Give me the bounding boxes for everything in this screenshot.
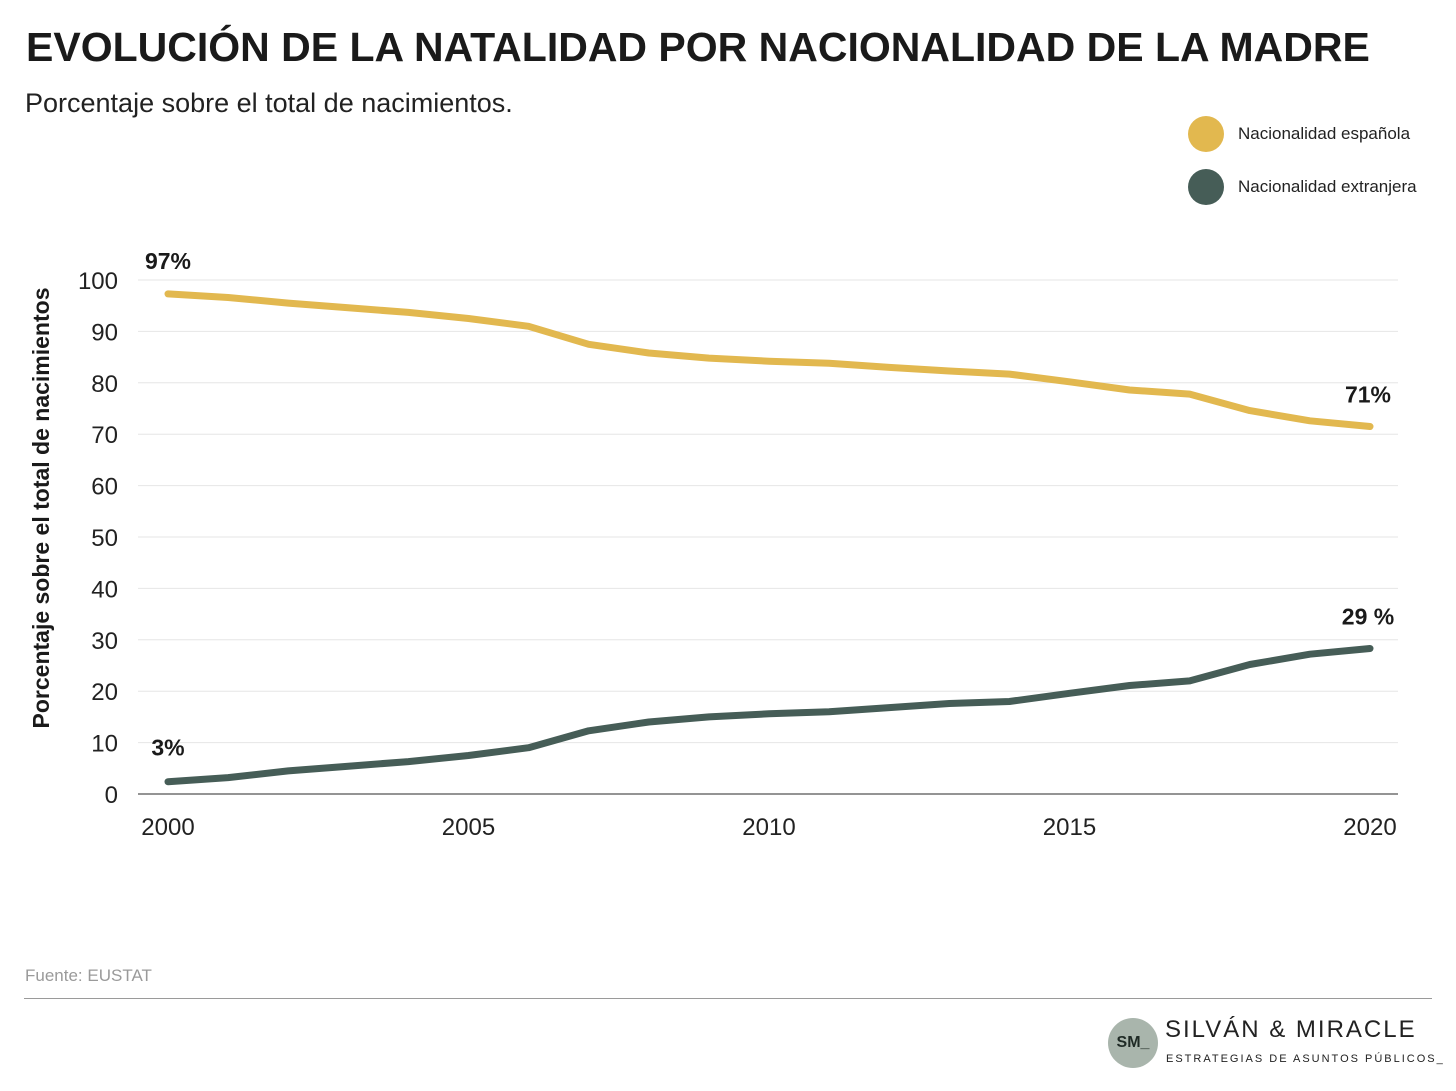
data-label-end-extranjera: 29 % [1342, 604, 1394, 630]
y-tick-label-90: 90 [91, 319, 118, 346]
chart-title: EVOLUCIÓN DE LA NATALIDAD POR NACIONALID… [26, 24, 1370, 70]
x-tick-label-2020: 2020 [1343, 814, 1396, 841]
y-axis-label: Porcentaje sobre el total de nacimientos [28, 288, 54, 729]
brand-tagline: ESTRATEGIAS DE ASUNTOS PÚBLICOS_ [1166, 1053, 1445, 1065]
legend-label-espanola: Nacionalidad española [1238, 124, 1411, 143]
source-note: Fuente: EUSTAT [25, 966, 152, 985]
brand-seal: SM_ [1108, 1018, 1158, 1068]
x-tick-label-2000: 2000 [141, 814, 194, 841]
y-tick-label-100: 100 [78, 268, 118, 295]
legend-swatch-espanola [1188, 116, 1224, 152]
legend-swatch-extranjera [1188, 169, 1224, 205]
legend-label-extranjera: Nacionalidad extranjera [1238, 177, 1417, 196]
y-tick-label-80: 80 [91, 371, 118, 398]
x-tick-label-2005: 2005 [442, 814, 495, 841]
y-tick-label-70: 70 [91, 422, 118, 449]
y-tick-label-0: 0 [105, 782, 118, 809]
legend: Nacionalidad española Nacionalidad extra… [1188, 114, 1417, 220]
legend-item-espanola: Nacionalidad española [1188, 114, 1417, 154]
brand-logo: SM_ SILVÁN & MIRACLE ESTRATEGIAS DE ASUN… [1108, 1016, 1443, 1076]
series-line-extranjera [164, 645, 1374, 786]
chart-subtitle: Porcentaje sobre el total de nacimientos… [25, 88, 513, 118]
y-tick-label-20: 20 [91, 679, 118, 706]
y-tick-label-40: 40 [91, 576, 118, 603]
y-tick-label-30: 30 [91, 628, 118, 655]
footer-divider [24, 998, 1432, 999]
y-tick-label-50: 50 [91, 525, 118, 552]
data-label-start-espanola: 97% [145, 248, 191, 274]
x-tick-label-2015: 2015 [1043, 814, 1096, 841]
brand-name: SILVÁN & MIRACLE [1165, 1016, 1417, 1043]
series-line-espanola [164, 290, 1374, 430]
x-tick-label-2010: 2010 [742, 814, 795, 841]
y-tick-label-10: 10 [91, 731, 118, 758]
data-label-start-extranjera: 3% [151, 735, 184, 761]
y-tick-label-60: 60 [91, 474, 118, 501]
legend-item-extranjera: Nacionalidad extranjera [1188, 167, 1417, 207]
data-label-end-espanola: 71% [1345, 381, 1391, 407]
